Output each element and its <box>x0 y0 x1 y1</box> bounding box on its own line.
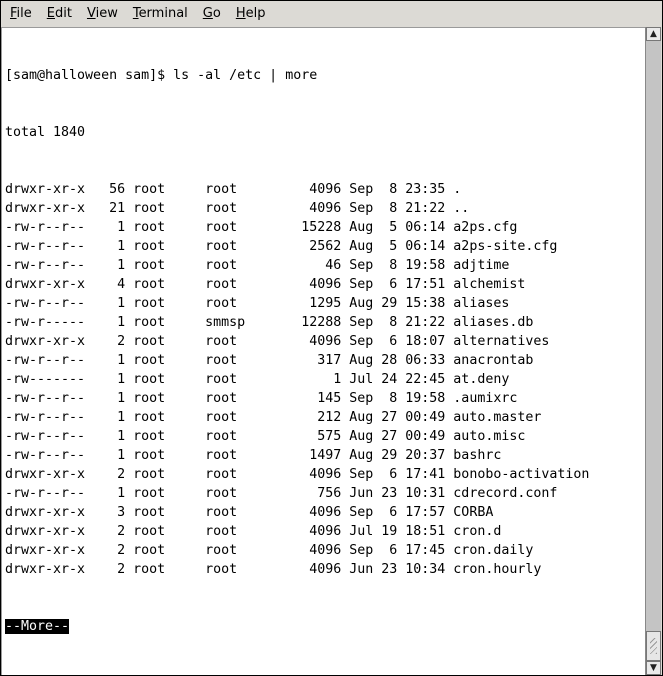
scroll-up-button[interactable]: ▲ <box>646 27 661 41</box>
scroll-thumb[interactable] <box>646 631 661 661</box>
listing-row: drwxr-xr-x 2 root root 4096 Sep 6 18:07 … <box>5 334 550 349</box>
menu-go[interactable]: Go <box>202 6 221 21</box>
listing-row: -rw-r--r-- 1 root root 145 Sep 8 19:58 .… <box>5 391 518 406</box>
more-prompt: --More-- <box>5 619 70 634</box>
listing-row: -rw-r--r-- 1 root root 2562 Aug 5 06:14 … <box>5 239 558 254</box>
menu-view[interactable]: View <box>86 6 118 21</box>
listing-row: drwxr-xr-x 2 root root 4096 Sep 6 17:41 … <box>5 467 590 482</box>
listing-row: -rw-r--r-- 1 root root 46 Sep 8 19:58 ad… <box>5 258 510 273</box>
vertical-scrollbar[interactable]: ▲ ▼ <box>645 27 661 675</box>
menu-help[interactable]: Help <box>235 6 266 21</box>
listing-row: drwxr-xr-x 4 root root 4096 Sep 6 17:51 … <box>5 277 526 292</box>
listing-row: -rw-r--r-- 1 root root 575 Aug 27 00:49 … <box>5 429 526 444</box>
terminal-lines: [sam@halloween sam]$ ls -al /etc | more … <box>5 28 645 674</box>
command-line: [sam@halloween sam]$ ls -al /etc | more <box>5 68 318 83</box>
listing-row: -rw-r--r-- 1 root root 15228 Aug 5 06:14… <box>5 220 518 235</box>
listing-row: drwxr-xr-x 2 root root 4096 Sep 6 17:45 … <box>5 543 534 558</box>
listing-row: drwxr-xr-x 3 root root 4096 Sep 6 17:57 … <box>5 505 494 520</box>
pager-line: --More-- <box>5 617 645 636</box>
listing-row: -rw-r--r-- 1 root root 212 Aug 27 00:49 … <box>5 410 542 425</box>
listing-row: -rw-r--r-- 1 root root 1295 Aug 29 15:38… <box>5 296 510 311</box>
menu-terminal[interactable]: Terminal <box>132 6 188 21</box>
menu-edit[interactable]: Edit <box>46 6 72 21</box>
listing-row: -rw-r----- 1 root smmsp 12288 Sep 8 21:2… <box>5 315 534 330</box>
total-line: total 1840 <box>5 125 86 140</box>
menu-bar: File Edit View Terminal Go Help <box>1 1 662 27</box>
terminal-output[interactable]: [sam@halloween sam]$ ls -al /etc | more … <box>1 27 645 675</box>
listing-row: drwxr-xr-x 2 root root 4096 Jun 23 10:34… <box>5 562 542 577</box>
arrow-up-icon: ▲ <box>650 29 657 39</box>
listing-row: drwxr-xr-x 2 root root 4096 Jul 19 18:51… <box>5 524 502 539</box>
listing-row: -rw------- 1 root root 1 Jul 24 22:45 at… <box>5 372 510 387</box>
menu-file[interactable]: File <box>10 6 32 21</box>
listing-row: -rw-r--r-- 1 root root 756 Jun 23 10:31 … <box>5 486 558 501</box>
arrow-down-icon: ▼ <box>650 663 657 673</box>
listing-row: -rw-r--r-- 1 root root 1497 Aug 29 20:37… <box>5 448 502 463</box>
listing-row: drwxr-xr-x 21 root root 4096 Sep 8 21:22… <box>5 201 470 216</box>
listing-row: -rw-r--r-- 1 root root 317 Aug 28 06:33 … <box>5 353 534 368</box>
listing-row: drwxr-xr-x 56 root root 4096 Sep 8 23:35… <box>5 182 462 197</box>
directory-listing: drwxr-xr-x 56 root root 4096 Sep 8 23:35… <box>5 180 645 579</box>
scroll-down-button[interactable]: ▼ <box>646 661 661 675</box>
